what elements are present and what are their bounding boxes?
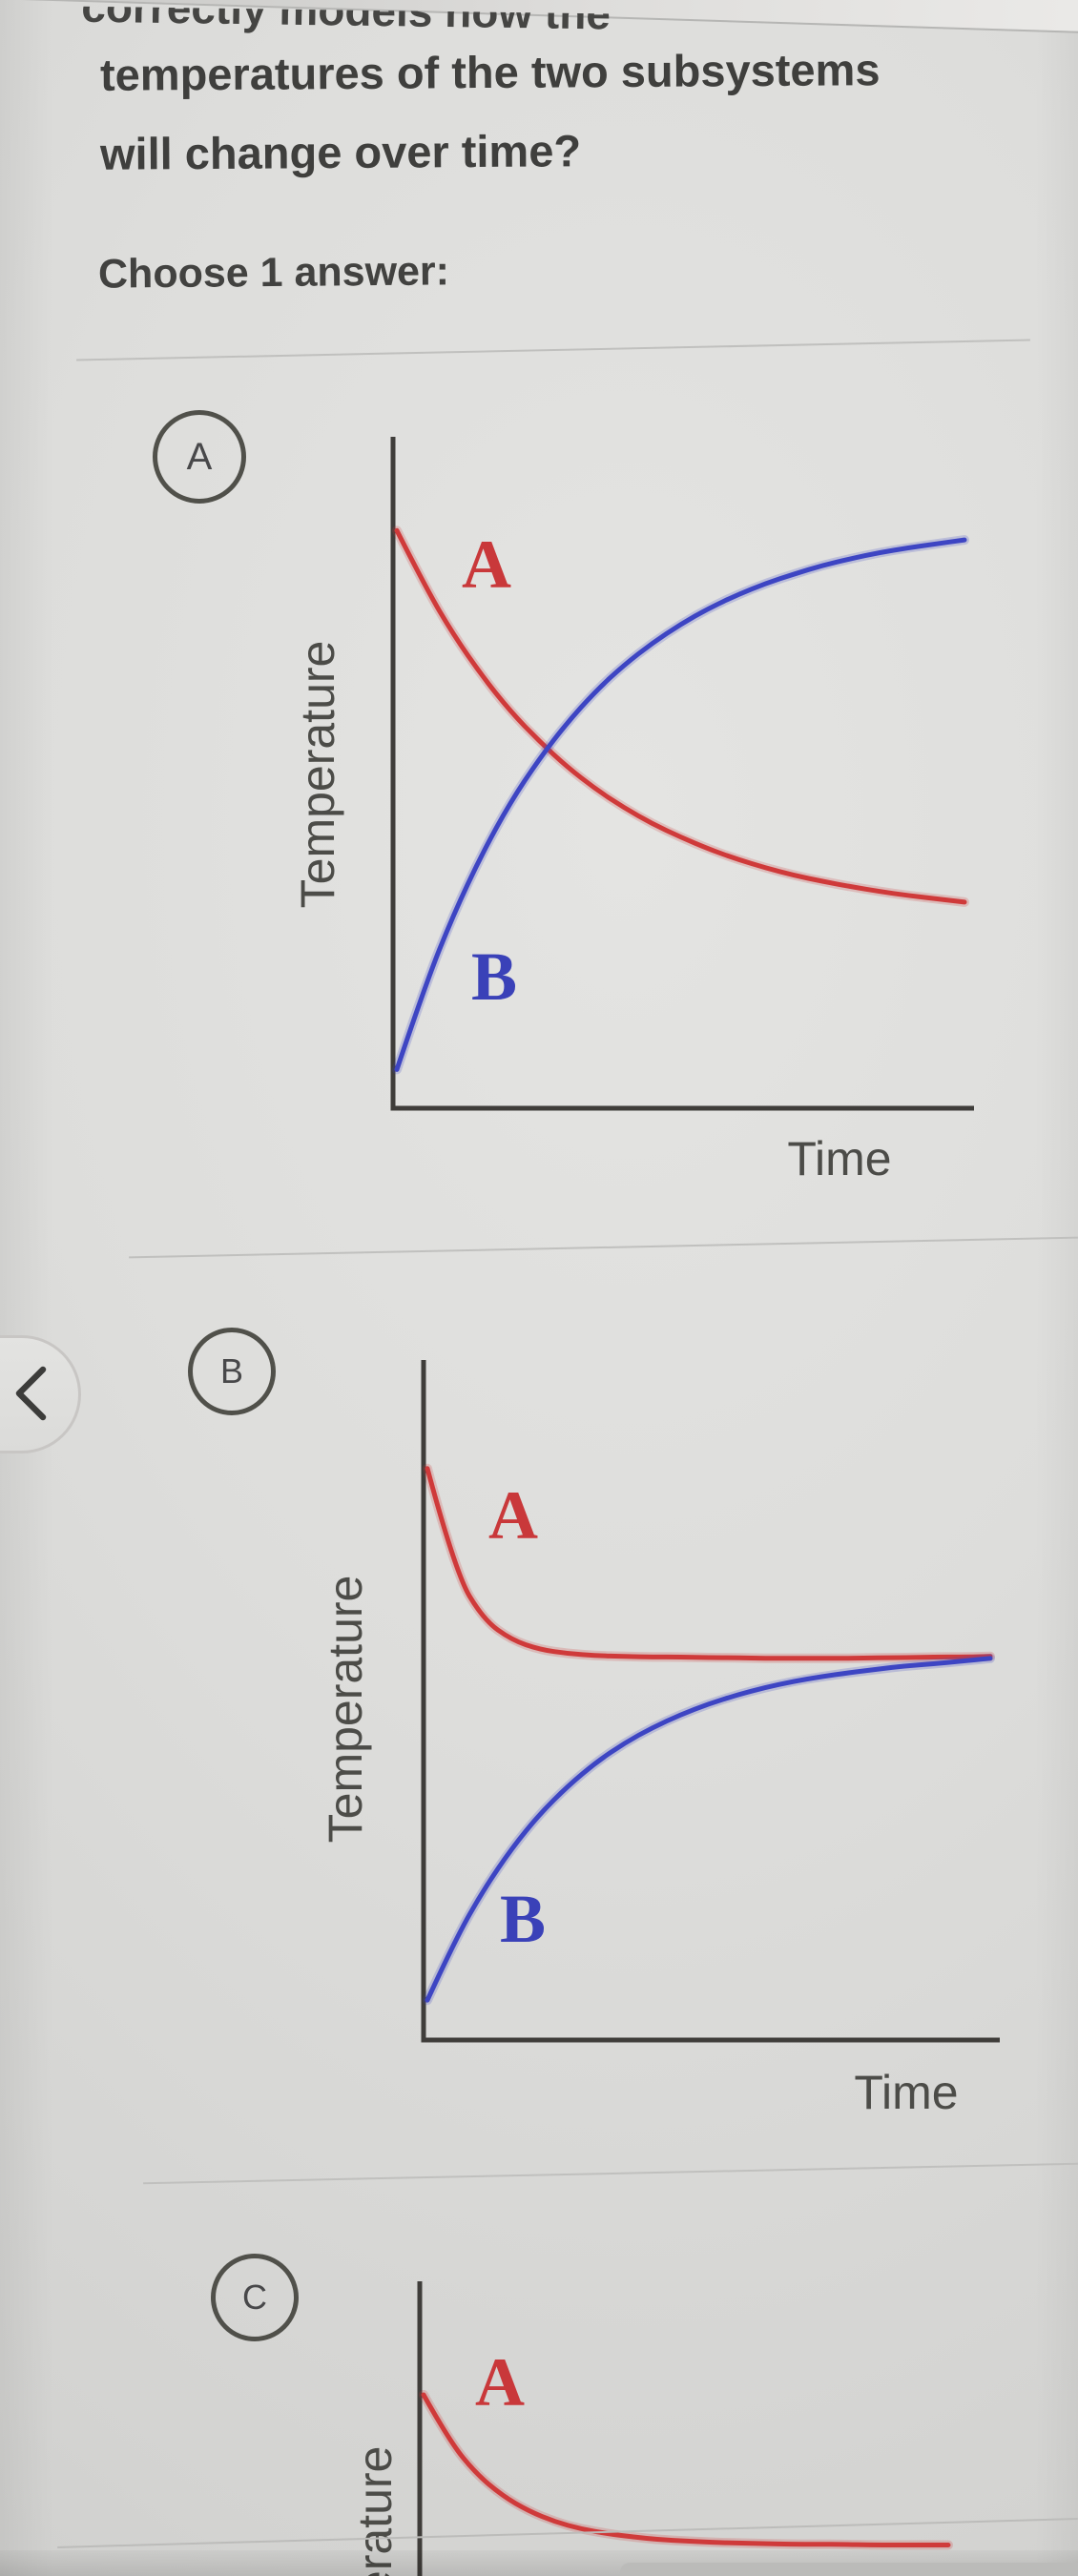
curve-a	[425, 1466, 993, 1661]
x-axis-label-time: Time	[854, 2066, 959, 2119]
curve-label-a-red: A	[475, 2344, 525, 2421]
option-c-card[interactable]: C A Temperature	[0, 2241, 1078, 2576]
option-a-card[interactable]: A A B Temperature Time	[0, 381, 1078, 1247]
option-b-radio[interactable]: B	[188, 1328, 276, 1415]
curve-label-a-red: A	[488, 1477, 538, 1554]
curve-label-a-red: A	[462, 526, 511, 603]
curve-label-b-blue: B	[500, 1881, 547, 1957]
chart-canvas	[417, 2281, 953, 2576]
divider	[76, 339, 1030, 361]
curve-label-b-blue: B	[471, 938, 518, 1015]
option-a-graph	[389, 435, 980, 1123]
option-a-radio[interactable]: A	[153, 410, 246, 504]
curve-b	[394, 537, 967, 1072]
option-c-radio[interactable]: C	[211, 2254, 299, 2341]
y-axis-label-temperature: Temperature	[291, 640, 344, 909]
curve-b	[425, 1656, 993, 2003]
chart-canvas	[390, 437, 974, 1111]
bottom-shadow	[620, 2563, 1078, 2576]
option-b-card[interactable]: B A B Temperature Time	[0, 1316, 1078, 2173]
chart-axes	[421, 1360, 1000, 2043]
option-c-graph	[416, 2279, 964, 2576]
chart-axes	[390, 437, 974, 1111]
chart-axes	[417, 2281, 423, 2576]
question-line-1: temperatures of the two subsystems	[99, 44, 881, 100]
option-c-letter: C	[242, 2277, 267, 2317]
curve-a	[421, 2392, 951, 2547]
chevron-left-icon	[15, 1366, 47, 1421]
chart-canvas	[421, 1360, 1000, 2043]
x-axis-label-time: Time	[787, 1132, 892, 1185]
question-line-2: will change over time?	[99, 125, 582, 179]
option-b-letter: B	[219, 1351, 243, 1391]
option-a-letter: A	[186, 436, 213, 478]
y-axis-label-temperature: Temperature	[319, 1575, 372, 1844]
option-b-graph	[420, 1358, 1005, 2054]
y-axis-label-temperature: Temperature	[348, 2341, 402, 2576]
choose-answer-prompt: Choose 1 answer:	[97, 248, 450, 298]
curve-a	[394, 527, 967, 905]
